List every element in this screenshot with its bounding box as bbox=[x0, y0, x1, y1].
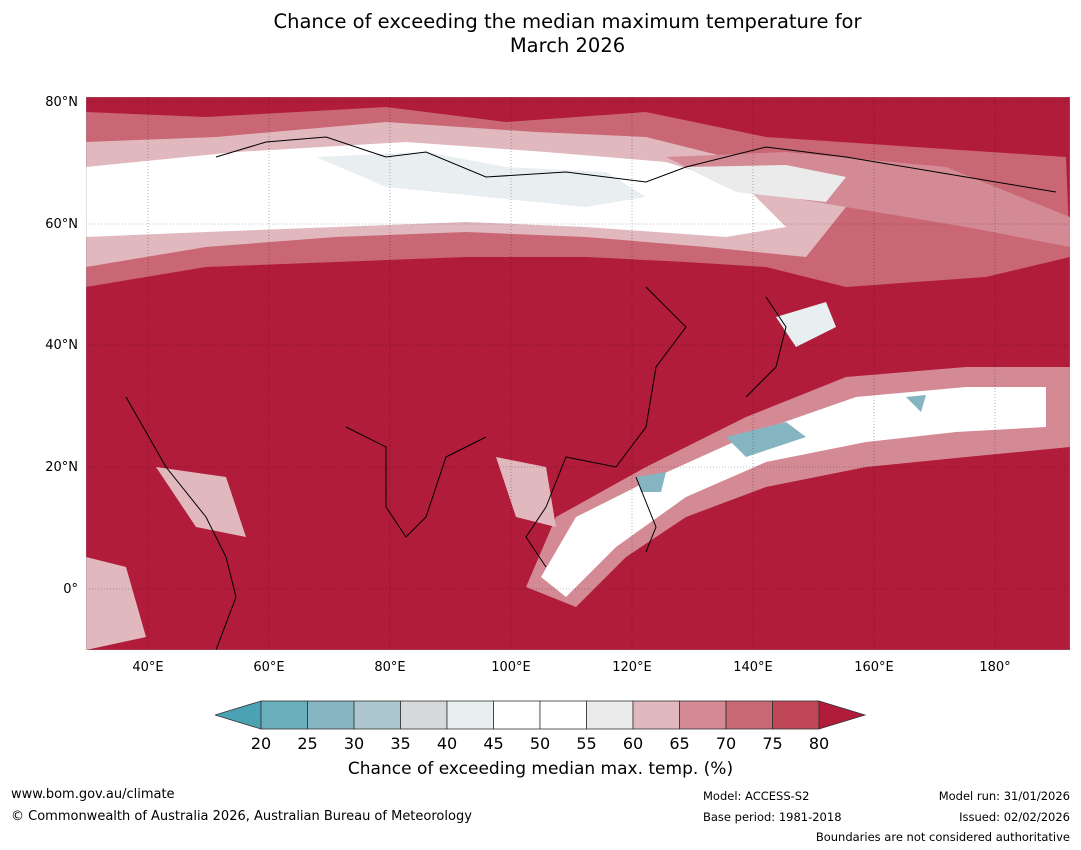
lon-label: 140°E bbox=[733, 660, 773, 675]
lon-label: 100°E bbox=[491, 660, 531, 675]
title-line-2: March 2026 bbox=[509, 34, 626, 57]
colorbar-over-arrow bbox=[818, 700, 867, 730]
lat-label: 0° bbox=[63, 582, 78, 597]
colorbar-tick: 45 bbox=[483, 734, 504, 753]
colorbar-segment bbox=[353, 700, 401, 730]
colorbar-tick: 65 bbox=[669, 734, 690, 753]
colorbar-segment bbox=[307, 700, 355, 730]
lat-label: 40°N bbox=[45, 338, 78, 353]
colorbar-segment bbox=[400, 700, 448, 730]
colorbar-tick: 60 bbox=[622, 734, 644, 753]
colorbar-segment bbox=[725, 700, 773, 730]
colorbar-segment bbox=[260, 700, 308, 730]
lon-label: 120°E bbox=[612, 660, 652, 675]
footer-issued: Issued: 02/02/2026 bbox=[959, 810, 1070, 824]
colorbar-under-arrow bbox=[215, 700, 262, 730]
footer-model: Model: ACCESS-S2 bbox=[703, 789, 810, 803]
lon-label: 180° bbox=[979, 660, 1011, 675]
lon-label: 60°E bbox=[253, 660, 285, 675]
colorbar-tick: 75 bbox=[762, 734, 783, 753]
lat-label: 60°N bbox=[45, 217, 78, 232]
colorbar-tick: 35 bbox=[390, 734, 411, 753]
colorbar-tick: 25 bbox=[297, 734, 318, 753]
colorbar-segment bbox=[586, 700, 634, 730]
indochina-zone bbox=[496, 457, 556, 527]
colorbar-tick: 80 bbox=[808, 734, 830, 753]
colorbar-tick: 50 bbox=[529, 734, 551, 753]
title-line-1: Chance of exceeding the median maximum t… bbox=[273, 10, 862, 33]
colorbar-label: Chance of exceeding median max. temp. (%… bbox=[347, 759, 734, 779]
footer-copyright: © Commonwealth of Australia 2026, Austra… bbox=[11, 809, 472, 824]
graticule bbox=[86, 97, 1070, 650]
lat-label: 20°N bbox=[45, 460, 78, 475]
colorbar-segment bbox=[772, 700, 820, 730]
lon-label: 80°E bbox=[374, 660, 406, 675]
colorbar-tick: 20 bbox=[250, 734, 272, 753]
lon-label: 160°E bbox=[854, 660, 894, 675]
east-siberia-light bbox=[686, 165, 846, 202]
lat-label: 80°N bbox=[45, 95, 78, 110]
footer-disclaimer: Boundaries are not considered authoritat… bbox=[815, 830, 1070, 844]
arabia-zone bbox=[156, 467, 246, 537]
japan-pale-zone bbox=[776, 302, 836, 347]
africa-west-zone bbox=[86, 557, 146, 650]
colorbar-segment bbox=[539, 700, 587, 730]
footer-url[interactable]: www.bom.gov.au/climate bbox=[11, 787, 175, 802]
footer-model-run: Model run: 31/01/2026 bbox=[938, 789, 1070, 803]
colorbar-segment bbox=[493, 700, 541, 730]
footer-base-period: Base period: 1981-2018 bbox=[703, 810, 842, 824]
colorbar-tick: 70 bbox=[715, 734, 737, 753]
colorbar-tick: 30 bbox=[343, 734, 365, 753]
colorbar-tick: 55 bbox=[576, 734, 597, 753]
colorbar-segment bbox=[632, 700, 680, 730]
probability-map bbox=[86, 97, 1070, 650]
pacific-streak-blue bbox=[636, 395, 926, 492]
coastlines bbox=[125, 136, 1057, 650]
colorbar-segment bbox=[679, 700, 727, 730]
colorbar-tick: 40 bbox=[436, 734, 458, 753]
figure-title: Chance of exceeding the median maximum t… bbox=[0, 10, 1081, 58]
lon-label: 40°E bbox=[132, 660, 164, 675]
siberia-grey-zone bbox=[316, 152, 646, 207]
colorbar-segment bbox=[446, 700, 494, 730]
colorbar bbox=[215, 700, 867, 730]
